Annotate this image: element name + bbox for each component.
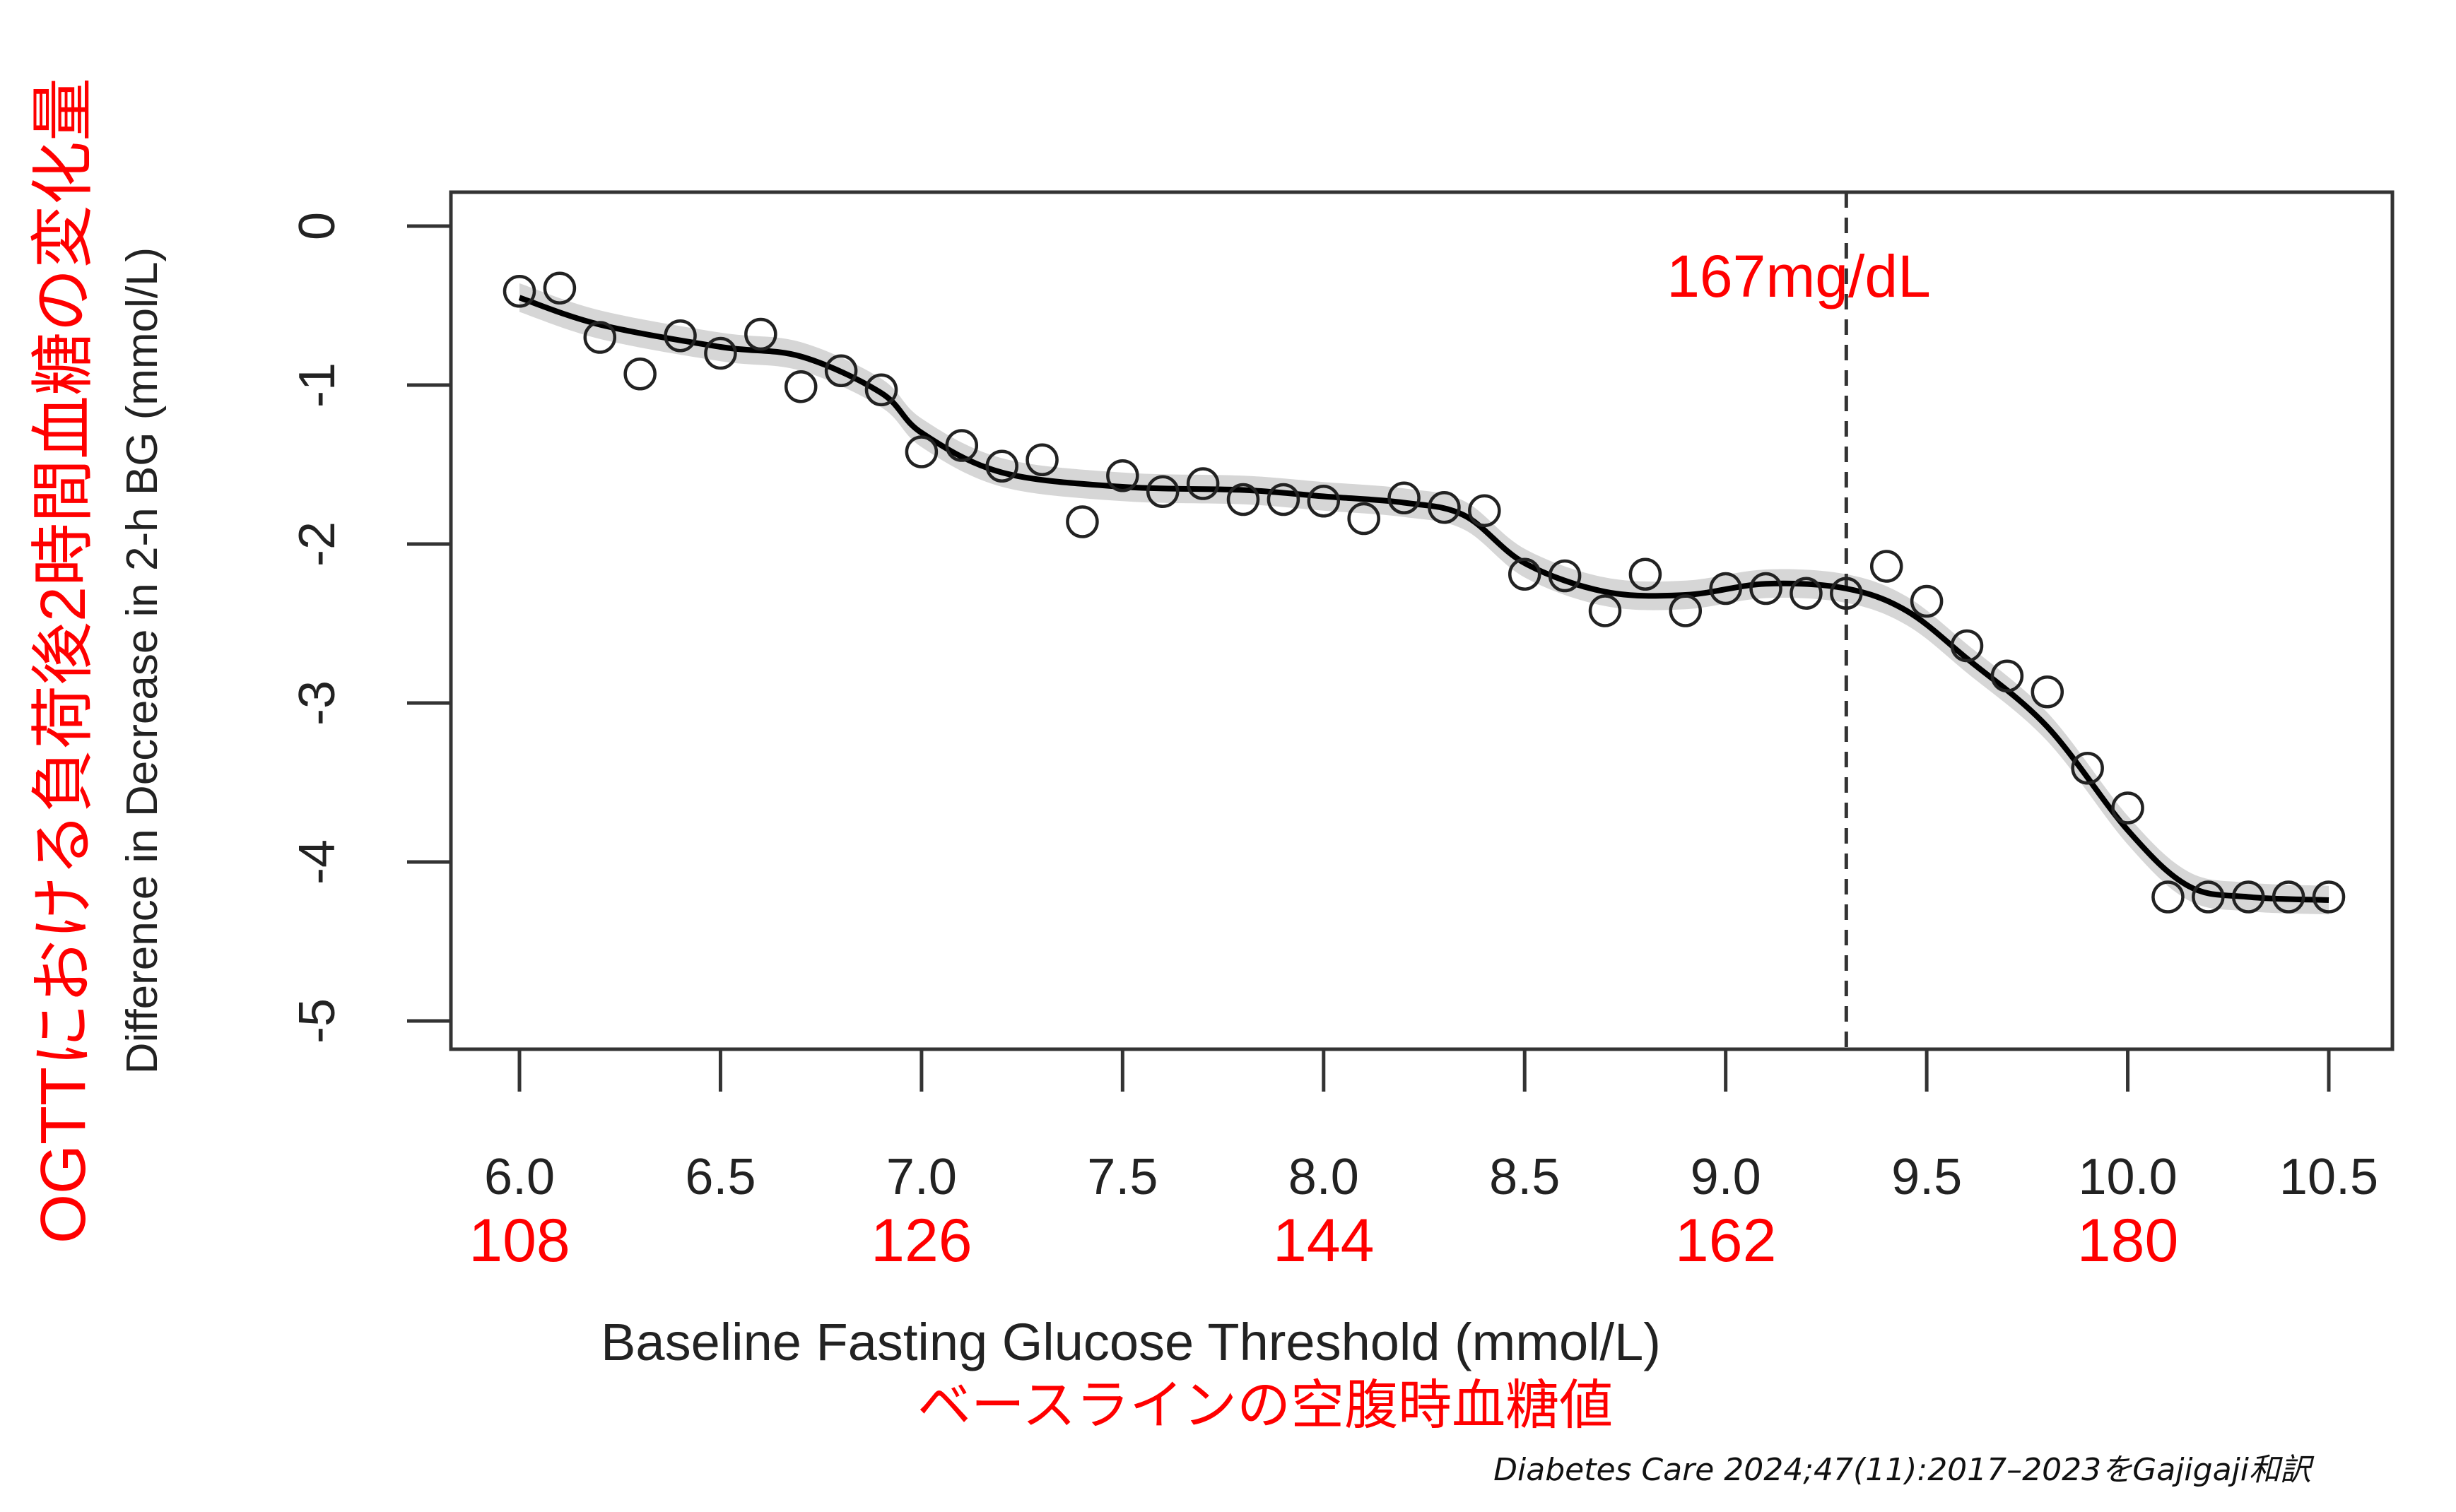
data-point xyxy=(2272,880,2305,914)
x-axis-label: Baseline Fasting Glucose Threshold (mmol… xyxy=(601,1313,1661,1371)
data-point xyxy=(1026,443,1059,476)
y-tick-label: -4 xyxy=(289,839,346,885)
mgdl-tick-label: 180 xyxy=(2077,1207,2179,1275)
data-point xyxy=(1226,483,1260,516)
data-point xyxy=(664,319,697,353)
data-point xyxy=(2231,880,2265,914)
data-point xyxy=(543,271,577,305)
data-point xyxy=(1950,629,1984,663)
data-point xyxy=(905,435,939,468)
data-point xyxy=(744,317,777,351)
data-point xyxy=(1267,483,1300,516)
data-point xyxy=(1749,572,1782,606)
x-tick-label: 10.0 xyxy=(2078,1149,2177,1205)
data-point xyxy=(1830,577,1863,610)
mgdl-tick-label: 126 xyxy=(871,1207,973,1275)
data-point xyxy=(1709,572,1742,606)
x-tick-label: 6.5 xyxy=(685,1149,756,1205)
y-tick-label: 0 xyxy=(289,212,346,240)
data-point xyxy=(503,275,536,308)
data-point xyxy=(1628,557,1662,591)
mgdl-tick-label: 144 xyxy=(1273,1207,1375,1275)
x-tick-label: 7.0 xyxy=(886,1149,957,1205)
x-tick-label: 9.0 xyxy=(1691,1149,1761,1205)
data-point xyxy=(864,373,898,406)
y-tick-label: -1 xyxy=(289,362,346,408)
x-tick-label: 10.5 xyxy=(2279,1149,2378,1205)
data-point xyxy=(2111,791,2144,825)
data-point xyxy=(1508,557,1541,591)
data-point xyxy=(2151,880,2185,914)
plot-frame xyxy=(449,190,2395,1051)
mgdl-tick-label: 108 xyxy=(469,1207,570,1275)
data-point xyxy=(985,449,1018,483)
data-point xyxy=(945,429,979,462)
data-point xyxy=(1548,559,1582,593)
plot-area xyxy=(503,192,2346,1049)
smooth-line xyxy=(518,295,2329,903)
data-point xyxy=(1186,467,1220,500)
data-point xyxy=(1669,594,1703,627)
y-tick-label: -2 xyxy=(289,521,346,567)
y-tick-label: -3 xyxy=(289,680,346,726)
data-point xyxy=(1790,577,1823,610)
data-point xyxy=(704,336,737,370)
data-point xyxy=(1428,491,1461,524)
y-axis-label: Difference in Decrease in 2-h BG (mmol/L… xyxy=(118,247,167,1074)
data-point xyxy=(1468,494,1501,527)
data-point xyxy=(2192,880,2225,914)
data-point xyxy=(1146,475,1180,508)
x-axis-label-ja: ベースラインの空腹時血糖値 xyxy=(917,1376,1613,1436)
data-point xyxy=(1066,505,1099,538)
data-point xyxy=(1588,594,1622,627)
data-point xyxy=(583,321,617,354)
data-point xyxy=(2071,752,2104,785)
data-point xyxy=(1347,502,1380,536)
data-point xyxy=(2312,880,2346,914)
data-point xyxy=(1990,659,2024,692)
x-tick-label: 7.5 xyxy=(1087,1149,1158,1205)
mgdl-tick-label: 162 xyxy=(1675,1207,1777,1275)
axes: 0-1-2-3-4-56.0 6.5 7.0 7.5 8.0 8.5 9.0 9.5 10.0 1… xyxy=(289,190,2395,1275)
data-point xyxy=(623,358,657,391)
citation: Diabetes Care 2024;47(11):2017–2023をGaji… xyxy=(1493,1452,2315,1488)
data-point xyxy=(1307,485,1341,518)
data-point xyxy=(1910,584,1944,618)
data-point xyxy=(2031,675,2064,709)
y-axis-label-ja: OGTTにおける負荷後2時間血糖の変化量 xyxy=(28,78,99,1244)
data-point xyxy=(1387,481,1421,514)
data-point xyxy=(1869,550,1903,583)
data-point xyxy=(784,370,818,403)
x-tick-label: 8.0 xyxy=(1288,1149,1359,1205)
data-point xyxy=(1106,459,1139,492)
data-point xyxy=(824,354,858,387)
y-tick-label: -5 xyxy=(289,998,346,1044)
x-tick-label: 9.5 xyxy=(1891,1149,1962,1205)
x-tick-label: 8.5 xyxy=(1489,1149,1560,1205)
threshold-label: 167mg/dL xyxy=(1667,243,1931,309)
x-tick-label: 6.0 xyxy=(484,1149,555,1205)
